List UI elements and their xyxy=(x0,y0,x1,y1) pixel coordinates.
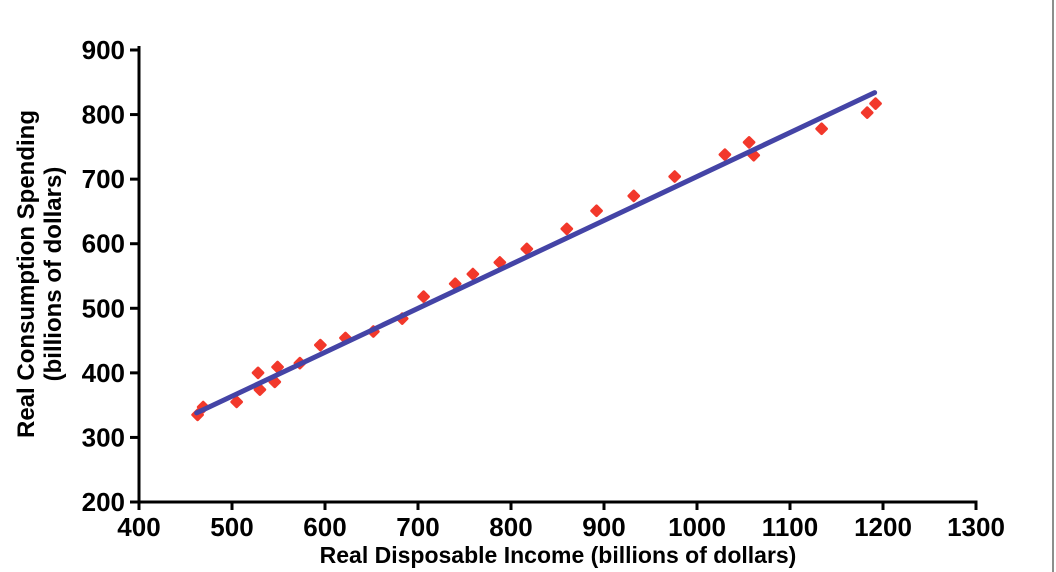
y-tick-label: 300 xyxy=(82,422,125,452)
y-tick-label: 900 xyxy=(82,35,125,65)
data-point xyxy=(230,395,243,409)
data-point xyxy=(251,366,265,380)
data-point xyxy=(668,170,681,183)
data-point xyxy=(466,267,480,281)
y-tick-label: 500 xyxy=(82,293,125,323)
data-point xyxy=(590,204,603,218)
data-point xyxy=(627,189,641,203)
data-point xyxy=(742,136,756,149)
x-tick-label: 1300 xyxy=(947,512,1005,542)
y-tick-label: 400 xyxy=(82,358,125,388)
y-tick-label: 600 xyxy=(82,229,125,259)
data-point xyxy=(417,290,430,303)
data-point xyxy=(860,106,874,119)
x-tick-label: 500 xyxy=(210,512,253,542)
data-point xyxy=(815,122,828,136)
data-point xyxy=(520,242,534,256)
trend-line xyxy=(194,90,878,416)
x-tick-label: 1100 xyxy=(762,512,818,542)
y-tick-label: 200 xyxy=(82,487,125,517)
y-tick-label: 700 xyxy=(82,164,125,194)
data-point xyxy=(560,222,574,236)
data-point xyxy=(271,360,284,374)
x-tick-label: 800 xyxy=(489,512,532,542)
y-tick-label: 800 xyxy=(82,100,125,130)
y-axis-title-line1: Real Consumption Spending xyxy=(13,110,40,438)
y-axis-title: Real Consumption Spending (billions of d… xyxy=(13,39,67,509)
x-tick-label: 1200 xyxy=(854,512,912,542)
x-axis-title: Real Disposable Income (billions of doll… xyxy=(319,542,797,568)
x-tick-label: 400 xyxy=(117,512,160,542)
window-edge-line xyxy=(1052,0,1054,572)
x-tick-label: 900 xyxy=(582,512,625,542)
data-point xyxy=(869,97,882,110)
x-tick-label: 600 xyxy=(303,512,346,542)
y-axis-title-line2: (billions of dollars) xyxy=(40,166,67,382)
data-point xyxy=(314,338,327,352)
data-point xyxy=(718,148,732,161)
x-tick-label: 1000 xyxy=(668,512,726,542)
x-tick-label: 700 xyxy=(396,512,439,542)
